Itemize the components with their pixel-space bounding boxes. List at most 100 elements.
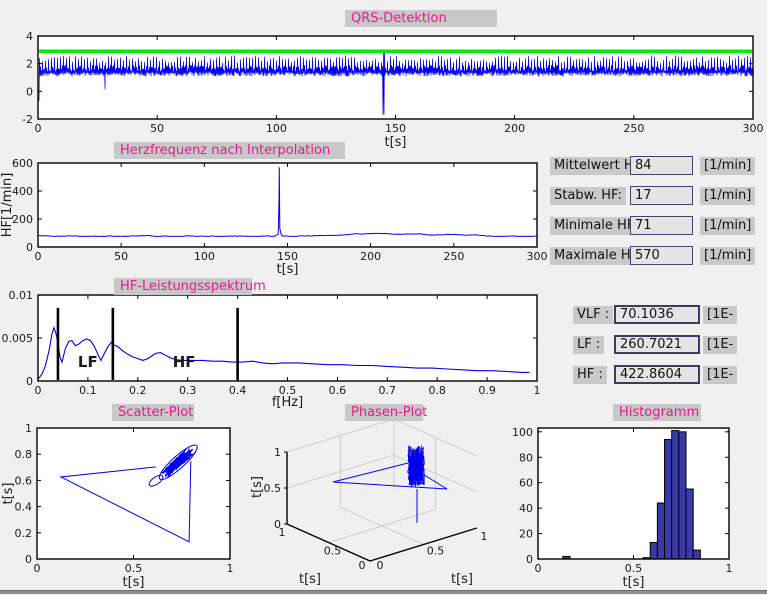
stat-label: Mittelwert HF:	[550, 157, 649, 175]
svg-text:0: 0	[26, 241, 33, 254]
freq-band-label: LF :	[573, 336, 605, 354]
freq-band-label: HF :	[573, 366, 607, 384]
freq-value-field[interactable]: 70.1036	[614, 305, 700, 324]
svg-text:HF[1/min]: HF[1/min]	[0, 173, 15, 238]
svg-text:1: 1	[274, 446, 281, 459]
svg-text:150: 150	[385, 122, 406, 135]
svg-text:0.4: 0.4	[229, 384, 247, 397]
svg-text:t[s]: t[s]	[299, 572, 321, 587]
svg-text:f[Hz]: f[Hz]	[272, 395, 303, 410]
svg-text:t[s]: t[s]	[451, 572, 473, 587]
scatter-plot-title: Scatter-Plot	[112, 404, 194, 421]
svg-text:20: 20	[519, 528, 533, 541]
svg-text:1: 1	[25, 422, 32, 435]
svg-text:0.9: 0.9	[478, 384, 496, 397]
svg-text:200: 200	[504, 122, 525, 135]
scatter-plot: 0 0.5 1 0 0.2 0.4 0.6 0.8 1 t[s] t[s]	[1, 422, 234, 590]
svg-text:50: 50	[114, 250, 128, 263]
svg-text:-2: -2	[22, 113, 33, 126]
svg-text:t[s]: t[s]	[1, 482, 16, 504]
unit-label: [1/min]	[700, 247, 756, 265]
svg-text:0: 0	[377, 559, 384, 572]
svg-text:0.5: 0.5	[125, 562, 143, 575]
svg-text:300: 300	[743, 122, 764, 135]
unit-label: [1E-	[703, 366, 738, 384]
svg-text:0.005: 0.005	[2, 332, 34, 345]
svg-text:100: 100	[512, 426, 533, 439]
svg-text:0.2: 0.2	[15, 527, 33, 540]
window-bottom-edge	[0, 590, 767, 594]
stat-label: Maximale HF:	[550, 247, 646, 265]
svg-text:300: 300	[527, 250, 548, 263]
svg-text:t[s]: t[s]	[122, 575, 144, 590]
svg-text:1: 1	[279, 526, 286, 539]
svg-text:t[s]: t[s]	[250, 476, 265, 498]
svg-text:0.6: 0.6	[15, 474, 33, 487]
svg-text:0.8: 0.8	[428, 384, 446, 397]
svg-text:0.1: 0.1	[79, 384, 97, 397]
svg-text:t[s]: t[s]	[384, 135, 406, 150]
svg-text:0: 0	[274, 518, 281, 531]
svg-text:60: 60	[519, 477, 533, 490]
svg-text:200: 200	[360, 250, 381, 263]
svg-text:200: 200	[12, 213, 33, 226]
unit-label: [1E-	[703, 306, 738, 324]
freq-band-label: VLF :	[573, 306, 614, 324]
stat-value-field[interactable]: 570	[630, 246, 693, 265]
svg-text:0: 0	[25, 553, 32, 566]
histogram-plot: 0 0.5 1 0 20 40 60 80 100 t[s]	[512, 426, 733, 590]
svg-text:0.3: 0.3	[179, 384, 197, 397]
freq-value-field[interactable]: 422.8604	[614, 365, 700, 384]
svg-text:0.5: 0.5	[427, 545, 445, 558]
svg-text:0: 0	[35, 250, 42, 263]
svg-text:0.8: 0.8	[15, 448, 33, 461]
svg-text:600: 600	[12, 157, 33, 170]
svg-text:1: 1	[726, 562, 733, 575]
freq-value-field[interactable]: 260.7021	[614, 335, 700, 354]
svg-text:0: 0	[26, 85, 33, 98]
stat-value-field[interactable]: 84	[630, 156, 693, 175]
svg-text:0: 0	[26, 375, 33, 388]
qrs-plot-title: QRS-Detektion	[345, 10, 497, 27]
svg-text:0: 0	[526, 553, 533, 566]
svg-text:0: 0	[34, 562, 41, 575]
svg-text:0: 0	[35, 122, 42, 135]
unit-label: [1/min]	[700, 217, 756, 235]
svg-text:0.5: 0.5	[625, 562, 643, 575]
svg-text:250: 250	[623, 122, 644, 135]
svg-text:1: 1	[227, 562, 234, 575]
svg-text:0.5: 0.5	[324, 545, 342, 558]
svg-text:t[s]: t[s]	[622, 575, 644, 590]
svg-text:0.01: 0.01	[9, 289, 34, 302]
svg-text:1: 1	[534, 384, 541, 397]
unit-label: [1/min]	[700, 187, 756, 205]
stat-value-field[interactable]: 17	[630, 186, 693, 205]
stat-value-field[interactable]: 71	[630, 216, 693, 235]
svg-text:1: 1	[481, 530, 488, 543]
svg-text:150: 150	[277, 250, 298, 263]
svg-text:0: 0	[35, 384, 42, 397]
svg-text:400: 400	[12, 185, 33, 198]
svg-text:0.7: 0.7	[379, 384, 397, 397]
svg-text:4: 4	[26, 30, 33, 43]
svg-text:t[s]: t[s]	[276, 262, 298, 277]
svg-text:0.5: 0.5	[264, 482, 282, 495]
power-spectrum-plot-title: HF-Leistungsspektrum	[114, 278, 266, 295]
svg-text:50: 50	[150, 122, 164, 135]
stat-label: Minimale HF:	[550, 217, 642, 235]
svg-text:0.5: 0.5	[279, 384, 297, 397]
svg-text:HF: HF	[173, 353, 196, 371]
svg-text:40: 40	[519, 502, 533, 515]
svg-text:LF: LF	[78, 353, 98, 371]
svg-text:100: 100	[266, 122, 287, 135]
svg-text:0.2: 0.2	[129, 384, 147, 397]
heart-rate-plot-title: Herzfrequenz nach Interpolation	[114, 142, 345, 159]
heart-rate-plot: 0 50 100 150 200 250 300 0 200 400 600 t[s] HF[1/min…	[0, 157, 548, 277]
unit-label: [1/min]	[700, 157, 756, 175]
svg-text:0: 0	[359, 559, 366, 572]
phase-plot-title: Phasen-Plot	[345, 404, 427, 421]
histogram-plot-title: Histogramm	[613, 404, 701, 421]
